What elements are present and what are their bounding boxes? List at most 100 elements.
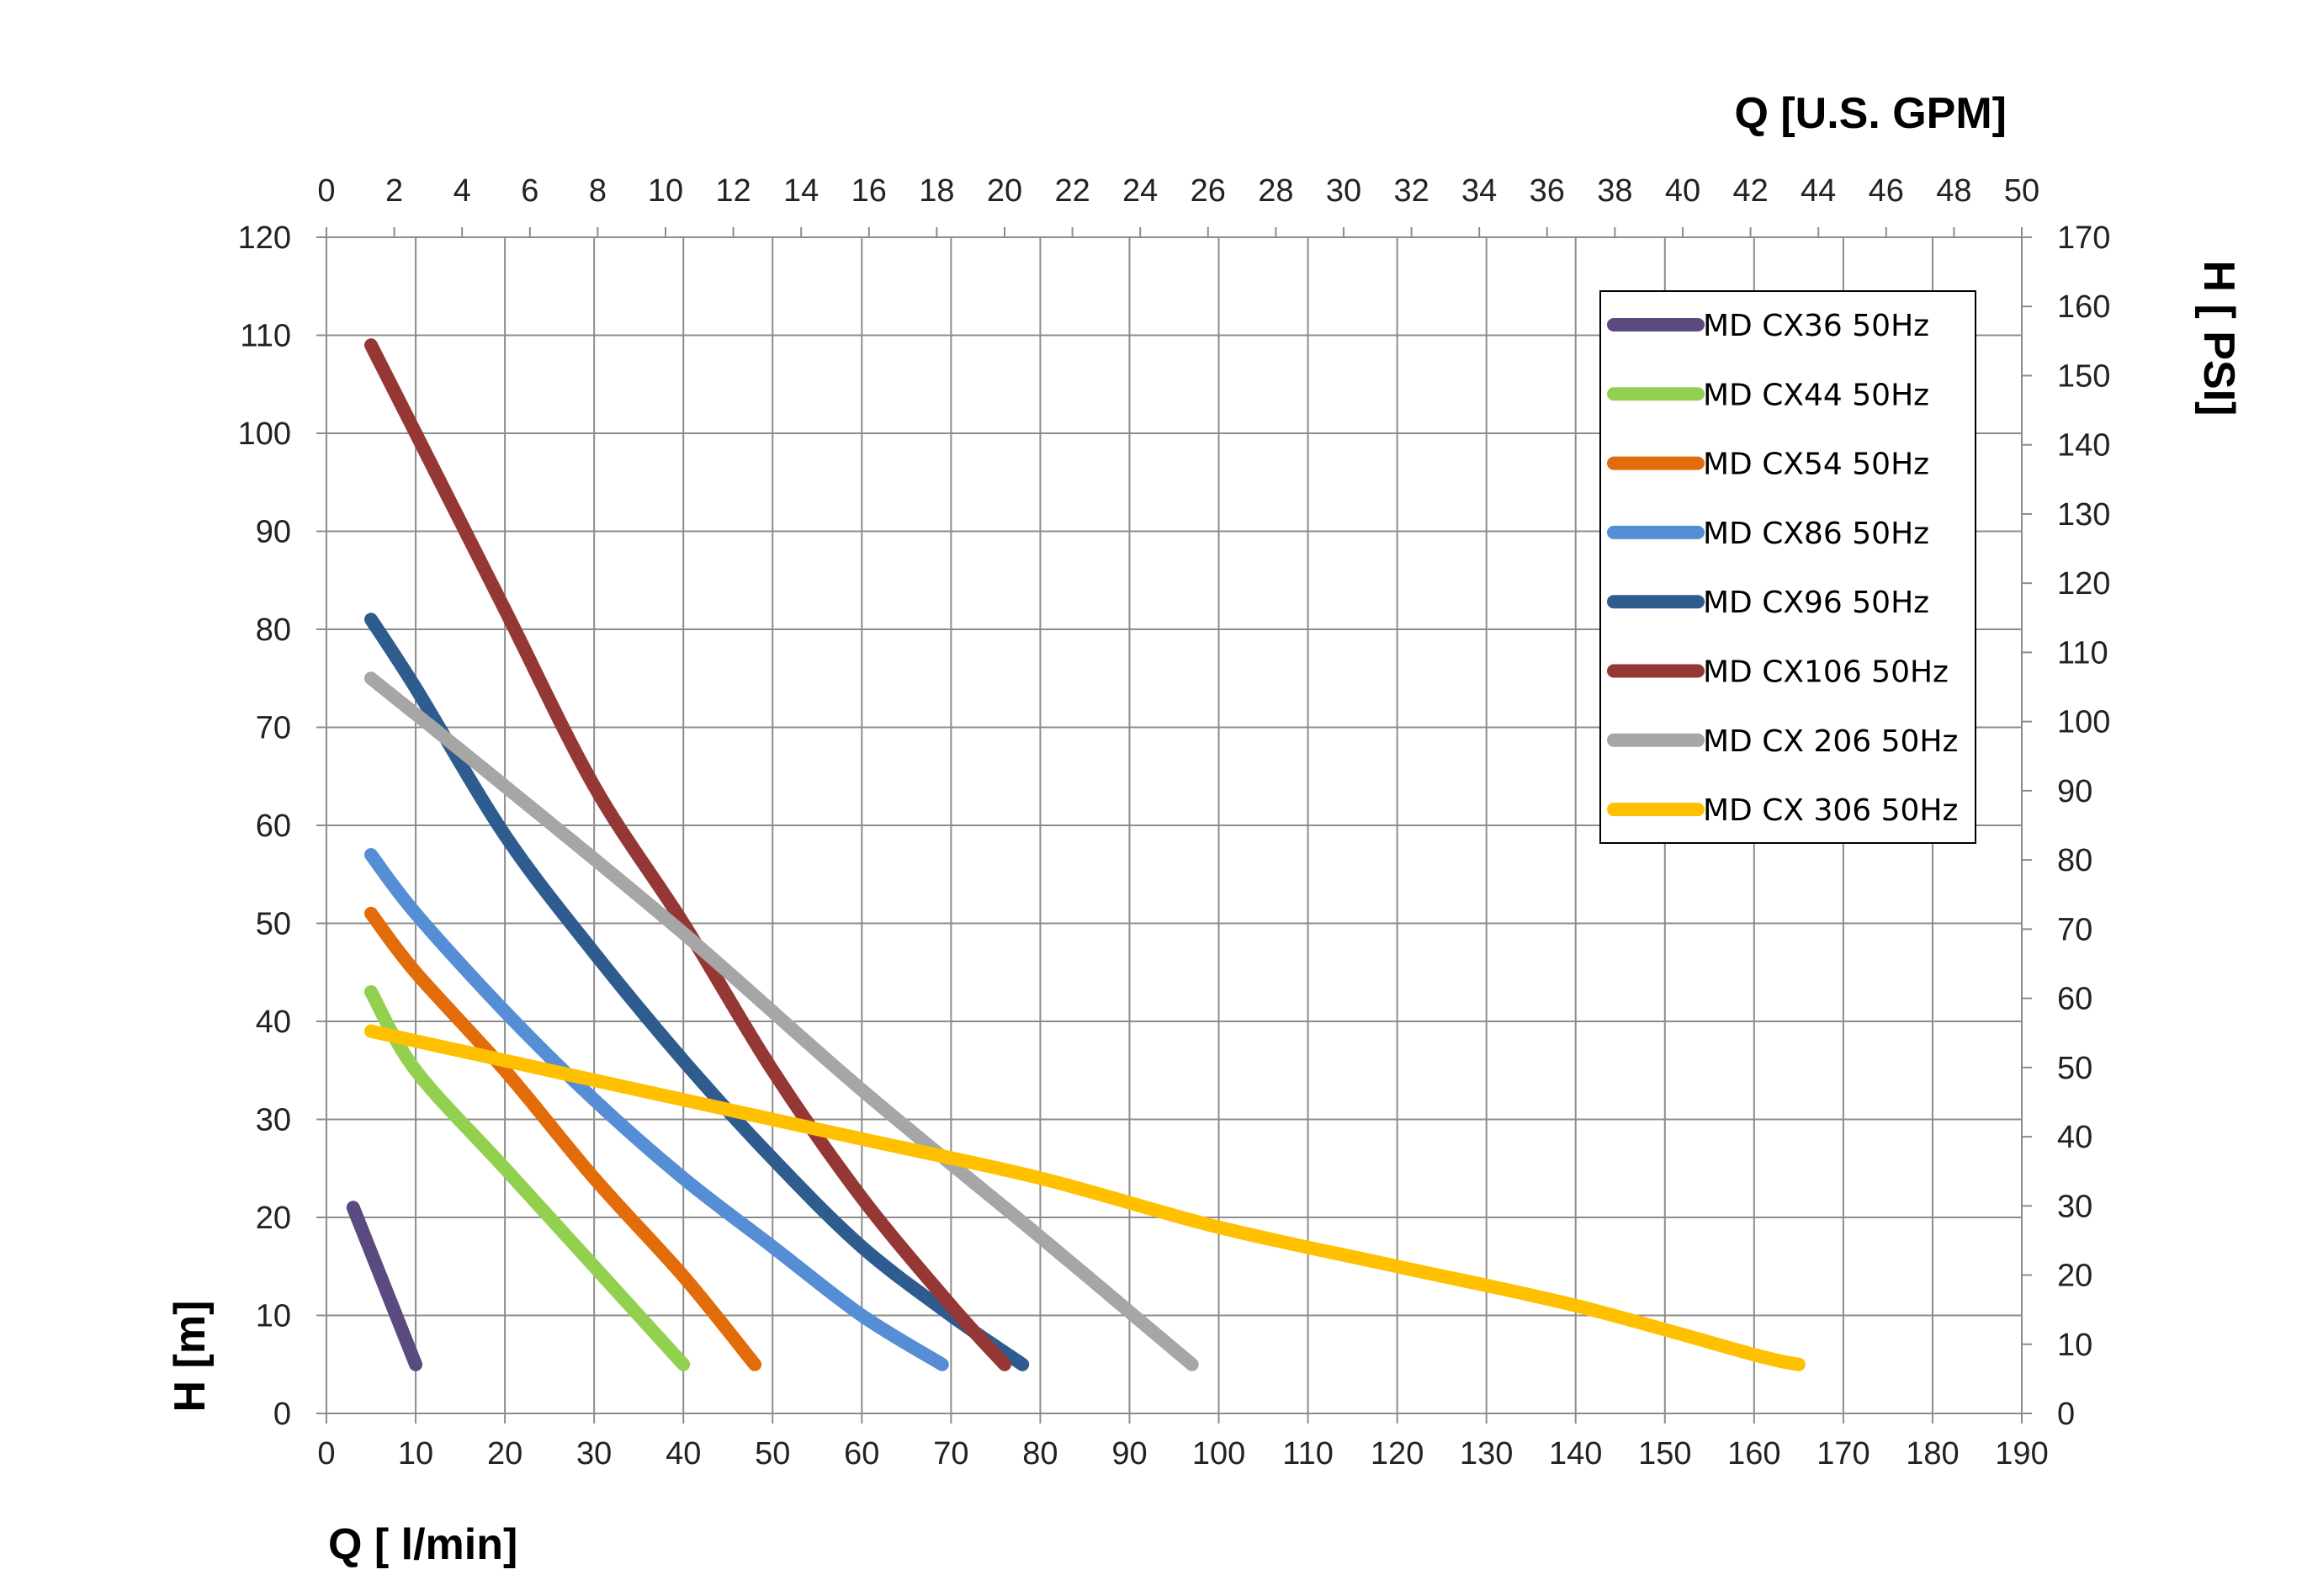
left-y-axis-ticks: 0 10 20 30 40 50 60 70 80 90 100 110 120: [238, 220, 326, 1432]
x2-tick-label: 6: [521, 173, 538, 209]
x2-tick-label: 34: [1461, 173, 1497, 209]
y2-tick-label: 120: [2057, 566, 2110, 602]
x-tick-label: 60: [844, 1436, 879, 1471]
top-x-axis-ticks: 0 2 4 6 8 10 12 14 16 18 20 22 24 26 28 30 32 34 36 38 40 42 4…: [317, 173, 2039, 237]
x-tick-label: 130: [1460, 1436, 1513, 1471]
y2-tick-label: 160: [2057, 289, 2110, 325]
series-line-8: [364, 1024, 1806, 1371]
series-line-6: [364, 338, 1011, 1371]
y-tick-label: 100: [238, 416, 291, 452]
y-tick-label: 70: [256, 711, 291, 746]
y-tick-label: 40: [256, 1005, 291, 1040]
y2-tick-label: 140: [2057, 428, 2110, 464]
x2-tick-label: 4: [453, 173, 471, 209]
x-tick-label: 50: [755, 1436, 790, 1471]
y-tick-label: 80: [256, 612, 291, 648]
x2-tick-label: 44: [1801, 173, 1836, 209]
y-tick-label: 60: [256, 809, 291, 844]
x-tick-label: 120: [1371, 1436, 1424, 1471]
series-line-3: [364, 906, 762, 1371]
y2-tick-label: 170: [2057, 220, 2110, 256]
x2-tick-label: 24: [1122, 173, 1158, 209]
legend-label-6: MD CX106 50Hz: [1703, 655, 1949, 690]
x2-tick-label: 12: [715, 173, 750, 209]
x-tick-label: 0: [317, 1436, 335, 1471]
legend-label-7: MD CX 206 50Hz: [1703, 724, 1958, 759]
y2-tick-label: 100: [2057, 705, 2110, 740]
x-tick-label: 40: [666, 1436, 701, 1471]
x2-tick-label: 10: [648, 173, 683, 209]
legend-label-4: MD CX86 50Hz: [1703, 517, 1929, 551]
y2-tick-label: 50: [2057, 1051, 2092, 1086]
x2-tick-label: 2: [385, 173, 403, 209]
x-tick-label: 30: [576, 1436, 612, 1471]
x-tick-label: 160: [1727, 1436, 1780, 1471]
x-tick-label: 70: [933, 1436, 968, 1471]
y-tick-label: 30: [256, 1103, 291, 1138]
y2-tick-label: 40: [2057, 1120, 2092, 1155]
y2-tick-label: 0: [2057, 1397, 2075, 1432]
y2-tick-label: 30: [2057, 1189, 2092, 1224]
x2-tick-label: 46: [1869, 173, 1904, 209]
x-tick-label: 20: [487, 1436, 522, 1471]
x2-tick-label: 22: [1054, 173, 1090, 209]
y-tick-label: 110: [240, 319, 291, 354]
legend-box: [1599, 290, 1976, 844]
y-tick-label: 20: [256, 1201, 291, 1236]
x-tick-label: 180: [1906, 1436, 1959, 1471]
x2-tick-label: 40: [1665, 173, 1700, 209]
x2-tick-label: 28: [1258, 173, 1293, 209]
y2-tick-label: 150: [2057, 358, 2110, 394]
x2-tick-label: 0: [317, 173, 335, 209]
y2-tick-label: 130: [2057, 497, 2110, 533]
series-line-7: [364, 671, 1199, 1371]
x-tick-label: 90: [1111, 1436, 1147, 1471]
x2-tick-label: 16: [851, 173, 887, 209]
x-tick-label: 140: [1549, 1436, 1602, 1471]
series-lines: [346, 338, 1806, 1371]
right-y-axis-ticks: 0 10 20 30 40 50 60 70 80 90 100 110 120 130 140 150 160…: [2022, 220, 2110, 1432]
x2-tick-label: 8: [589, 173, 607, 209]
y2-tick-label: 10: [2057, 1328, 2092, 1363]
y-tick-label: 50: [256, 907, 291, 942]
x-tick-label: 110: [1282, 1436, 1334, 1471]
x2-tick-label: 50: [2004, 173, 2039, 209]
x2-tick-label: 14: [783, 173, 819, 209]
legend-label-5: MD CX96 50Hz: [1703, 586, 1929, 620]
y2-tick-label: 110: [2057, 635, 2108, 671]
x-tick-label: 150: [1638, 1436, 1691, 1471]
y2-tick-label: 80: [2057, 843, 2092, 878]
y2-tick-label: 90: [2057, 774, 2092, 809]
y-tick-label: 0: [273, 1397, 291, 1432]
x-tick-label: 100: [1192, 1436, 1245, 1471]
y2-tick-label: 60: [2057, 982, 2092, 1017]
x2-tick-label: 38: [1597, 173, 1632, 209]
x2-tick-label: 36: [1530, 173, 1565, 209]
y-tick-label: 120: [238, 220, 291, 256]
x2-tick-label: 42: [1732, 173, 1768, 209]
legend-label-2: MD CX44 50Hz: [1703, 378, 1929, 412]
x-tick-label: 170: [1817, 1436, 1870, 1471]
x2-tick-label: 48: [1936, 173, 1971, 209]
legend: MD CX36 50Hz MD CX44 50Hz MD CX54 50Hz MD C…: [1599, 290, 1976, 844]
x2-tick-label: 20: [987, 173, 1022, 209]
series-line-4: [364, 848, 949, 1371]
x2-tick-label: 18: [919, 173, 954, 209]
series-line-2: [364, 985, 691, 1371]
x2-tick-label: 26: [1191, 173, 1226, 209]
x2-tick-label: 32: [1393, 173, 1429, 209]
x-tick-label: 10: [398, 1436, 433, 1471]
x2-tick-label: 30: [1326, 173, 1361, 209]
y2-tick-label: 20: [2057, 1259, 2092, 1294]
bottom-x-axis-ticks: 0 10 20 30 40 50 60 70 80 90 100 110 120 130 140 150 160…: [317, 1413, 2049, 1471]
legend-label-3: MD CX54 50Hz: [1703, 448, 1929, 482]
y2-tick-label: 70: [2057, 912, 2092, 947]
y-axis-title: H [m]: [166, 1301, 215, 1413]
x-tick-label: 190: [1995, 1436, 2048, 1471]
right-y-axis-title: H [ PSI]: [2194, 261, 2243, 416]
top-x-axis-title: Q [U.S. GPM]: [1734, 89, 2007, 138]
y-tick-label: 90: [256, 515, 291, 550]
x-tick-label: 80: [1022, 1436, 1058, 1471]
x-axis-title: Q [ l/min]: [328, 1520, 517, 1569]
